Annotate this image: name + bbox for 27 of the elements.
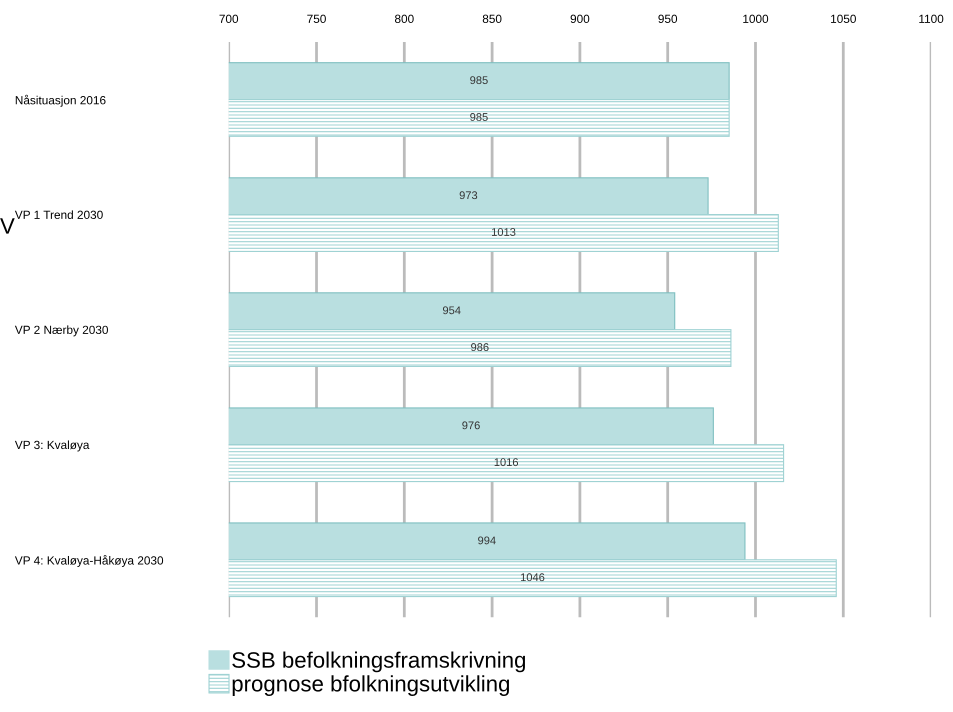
x-tick-label: 800 <box>394 14 414 24</box>
y-tick-label: VP 3: Kvaløya <box>14 440 90 452</box>
data-label: 985 <box>470 113 488 121</box>
text: V <box>0 218 15 234</box>
data-label: 954 <box>442 306 461 314</box>
data-label: 1046 <box>520 573 544 582</box>
y-tick-label: VP 4: Kvaløya-Håkøya 2030 <box>14 555 164 567</box>
x-tick-label: 950 <box>658 14 678 24</box>
legend-label: prognose bfolkningsutvikling <box>232 675 509 696</box>
data-label: 994 <box>478 536 496 544</box>
y-tick-label: Nåsituasjon 2016 <box>16 94 106 107</box>
y-tick-label: VP 1 Trend 2030 <box>14 210 103 219</box>
data-label: 973 <box>460 191 478 200</box>
data-label: 1016 <box>494 458 518 466</box>
x-tick-label: 1100 <box>919 14 944 24</box>
data-label: 985 <box>470 76 488 84</box>
x-tick-label: 750 <box>307 14 326 24</box>
data-label: 986 <box>471 343 489 352</box>
x-tick-label: 700 <box>219 14 238 24</box>
x-tick-label: 900 <box>570 14 590 24</box>
data-label: 1013 <box>492 228 516 236</box>
x-tick-label: 850 <box>482 14 502 24</box>
x-tick-label: 1050 <box>831 14 856 24</box>
x-tick-label: 1000 <box>743 14 768 24</box>
data-label: 976 <box>462 421 480 430</box>
legend-label: SSB befolkningsframskrivning <box>232 652 525 672</box>
y-tick-label: VP 2 Nærby 2030 <box>14 325 108 336</box>
